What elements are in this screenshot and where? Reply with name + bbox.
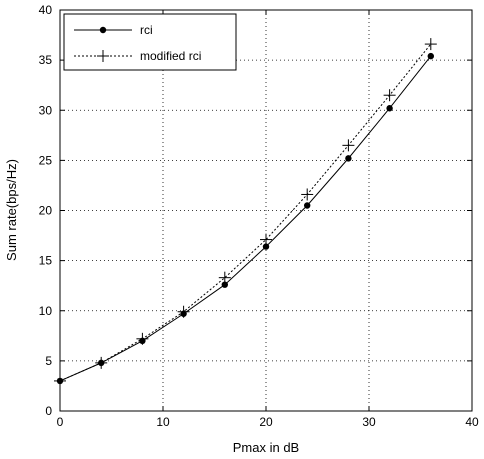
series-layer — [54, 38, 437, 387]
data-point-rci — [304, 202, 311, 209]
x-tick-label: 40 — [465, 415, 479, 429]
series-line-rci — [59, 55, 432, 382]
data-point-modified-rci — [301, 188, 314, 201]
x-tick-label: 0 — [57, 415, 64, 429]
data-point-modified-rci — [95, 356, 108, 369]
data-point-modified-rci — [177, 305, 190, 318]
y-tick-label: 15 — [39, 254, 53, 268]
series-rci — [56, 52, 434, 385]
series-modified-rci — [54, 38, 437, 387]
data-point-modified-rci — [342, 139, 355, 152]
x-tick-label: 30 — [362, 415, 376, 429]
y-axis-label: Sum rate(bps/Hz) — [4, 159, 19, 261]
data-point-rci — [386, 105, 393, 112]
y-tick-label: 25 — [39, 153, 53, 167]
data-point-rci — [221, 281, 228, 288]
y-tick-label: 20 — [39, 204, 53, 218]
x-tick-label: 20 — [259, 415, 273, 429]
series-line-modified-rci — [59, 43, 432, 382]
y-tick-label: 40 — [39, 3, 53, 17]
x-tick-label: 10 — [156, 415, 170, 429]
legend-box — [63, 13, 237, 71]
data-point-modified-rci — [54, 374, 66, 387]
y-tick-label: 10 — [39, 304, 53, 318]
data-point-modified-rci — [136, 332, 149, 345]
y-tick-label: 30 — [39, 103, 53, 117]
data-point-modified-rci — [383, 89, 396, 102]
y-tick-label: 0 — [45, 404, 52, 418]
data-point-modified-rci — [260, 233, 272, 246]
legend: rci modified rci — [63, 13, 237, 71]
legend-marker-rci — [99, 26, 107, 34]
legend-marker-modified-rci — [97, 50, 109, 62]
data-point-rci — [262, 243, 270, 250]
y-tick-label: 35 — [39, 53, 53, 67]
data-point-rci — [427, 52, 434, 60]
x-axis-label: Pmax in dB — [233, 440, 299, 455]
data-point-modified-rci — [424, 38, 437, 51]
y-tick-label: 5 — [45, 354, 52, 368]
data-point-rci — [345, 155, 352, 162]
legend-label-rci: rci — [140, 23, 153, 37]
data-point-modified-rci — [218, 271, 231, 284]
axis-ticks: 0 10 20 30 40 0 5 10 15 20 25 30 35 40 — [39, 3, 479, 429]
legend-label-modified-rci: modified rci — [140, 49, 201, 63]
